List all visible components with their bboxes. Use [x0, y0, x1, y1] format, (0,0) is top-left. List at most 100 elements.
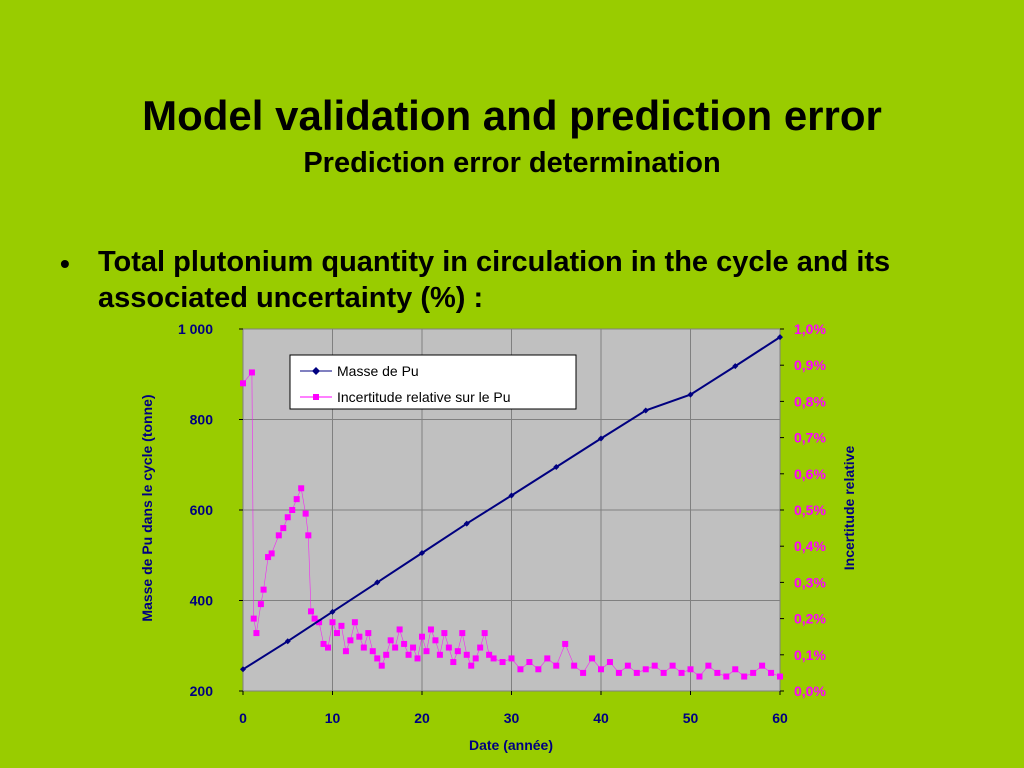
uncertainty-point	[615, 669, 622, 676]
uncertainty-point	[305, 532, 312, 539]
legend-label-mass: Masse de Pu	[337, 363, 419, 379]
uncertainty-point	[526, 659, 533, 666]
uncertainty-point	[459, 630, 466, 637]
uncertainty-point	[360, 644, 367, 651]
series-mass	[240, 334, 783, 673]
uncertainty-point	[436, 651, 443, 658]
y2-tick-label: 0,5%	[794, 502, 826, 518]
uncertainty-point	[383, 651, 390, 658]
y-tick-label: 1 000	[178, 321, 213, 337]
uncertainty-point	[535, 666, 542, 673]
uncertainty-point	[423, 648, 430, 655]
gridlines	[243, 329, 780, 691]
uncertainty-point	[329, 619, 336, 626]
uncertainty-point	[598, 666, 604, 673]
uncertainty-point	[311, 615, 318, 622]
uncertainty-point	[490, 655, 497, 662]
y-axis-label: Masse de Pu dans le cycle (tonne)	[139, 394, 155, 621]
y2-tick-label: 0,6%	[794, 466, 826, 482]
uncertainty-point	[356, 633, 363, 640]
x-tick-label: 30	[504, 710, 520, 726]
uncertainty-point	[633, 669, 640, 676]
uncertainty-point	[696, 673, 703, 680]
y2-tick-label: 0,9%	[794, 357, 826, 373]
uncertainty-point	[374, 655, 381, 662]
uncertainty-point	[741, 673, 748, 680]
uncertainty-point	[280, 525, 287, 532]
uncertainty-point	[472, 655, 479, 662]
uncertainty-point	[414, 655, 421, 662]
mass-point	[508, 492, 515, 499]
legend-label-uncertainty: Incertitude relative sur le Pu	[337, 389, 511, 405]
y2-tick-label: 0,7%	[794, 430, 826, 446]
y2-tick-label: 0,3%	[794, 574, 826, 590]
uncertainty-point	[396, 626, 403, 633]
mass-point	[642, 407, 649, 414]
uncertainty-point	[768, 669, 775, 676]
uncertainty-point	[589, 655, 596, 662]
uncertainty-point	[714, 669, 721, 676]
uncertainty-point	[289, 507, 296, 513]
uncertainty-point	[248, 369, 255, 376]
uncertainty-point	[347, 637, 354, 644]
legend-marker-mass	[312, 367, 320, 375]
uncertainty-point	[777, 673, 783, 680]
uncertainty-point	[732, 666, 739, 673]
uncertainty-point	[544, 655, 551, 662]
uncertainty-point	[660, 669, 667, 676]
x-tick-label: 60	[772, 710, 788, 726]
x-tick-label: 40	[593, 710, 609, 726]
uncertainty-point	[351, 619, 358, 626]
uncertainty-point	[316, 619, 323, 626]
uncertainty-point	[250, 615, 257, 622]
uncertainty-point	[759, 662, 766, 669]
uncertainty-point	[477, 644, 484, 651]
uncertainty-point	[308, 608, 315, 615]
legend-box	[289, 354, 577, 410]
mass-point	[732, 363, 739, 370]
uncertainty-point	[571, 662, 578, 669]
x-tick-label: 20	[414, 710, 430, 726]
mass-point	[463, 520, 470, 527]
uncertainty-point	[624, 662, 631, 669]
uncertainty-point	[369, 648, 376, 655]
uncertainty-point	[499, 659, 506, 666]
uncertainty-point	[293, 496, 300, 503]
mass-point	[329, 608, 336, 615]
uncertainty-point	[553, 662, 560, 669]
mass-point	[598, 435, 604, 442]
uncertainty-point	[454, 648, 461, 655]
page-title: Model validation and prediction error	[142, 92, 882, 139]
uncertainty-point	[302, 510, 309, 517]
uncertainty-point	[445, 644, 452, 651]
y2-tick-label: 1,0%	[794, 321, 826, 337]
x-tick-label: 50	[683, 710, 699, 726]
uncertainty-point	[298, 485, 305, 492]
series-uncertainty	[240, 369, 783, 680]
y-tick-label: 800	[190, 412, 214, 428]
uncertainty-point	[284, 514, 291, 521]
uncertainty-point	[410, 644, 417, 651]
uncertainty-point	[463, 651, 470, 658]
mass-point	[687, 391, 694, 398]
uncertainty-point	[468, 662, 475, 669]
axis-ticks: 0 10 20 30 40 50 60 200 400 600 800 1 000 0,0% 0,1% 0,…	[178, 321, 827, 726]
uncertainty-point	[723, 673, 730, 680]
uncertainty-point	[320, 640, 327, 647]
bullet-text: Total plutonium quantity in circulation …	[98, 246, 891, 314]
uncertainty-point	[580, 669, 587, 676]
uncertainty-point	[651, 662, 658, 669]
uncertainty-point	[325, 644, 332, 651]
y2-tick-label: 0,0%	[794, 683, 826, 699]
uncertainty-point	[669, 662, 676, 669]
mass-point	[284, 638, 291, 645]
mass-point	[419, 549, 425, 556]
uncertainty-point	[486, 651, 493, 658]
y2-tick-label: 0,4%	[794, 538, 826, 554]
uncertainty-point	[562, 640, 569, 647]
uncertainty-point	[419, 633, 425, 640]
mass-point	[374, 579, 381, 586]
x-tick-label: 10	[325, 710, 341, 726]
uncertainty-point	[441, 630, 448, 637]
